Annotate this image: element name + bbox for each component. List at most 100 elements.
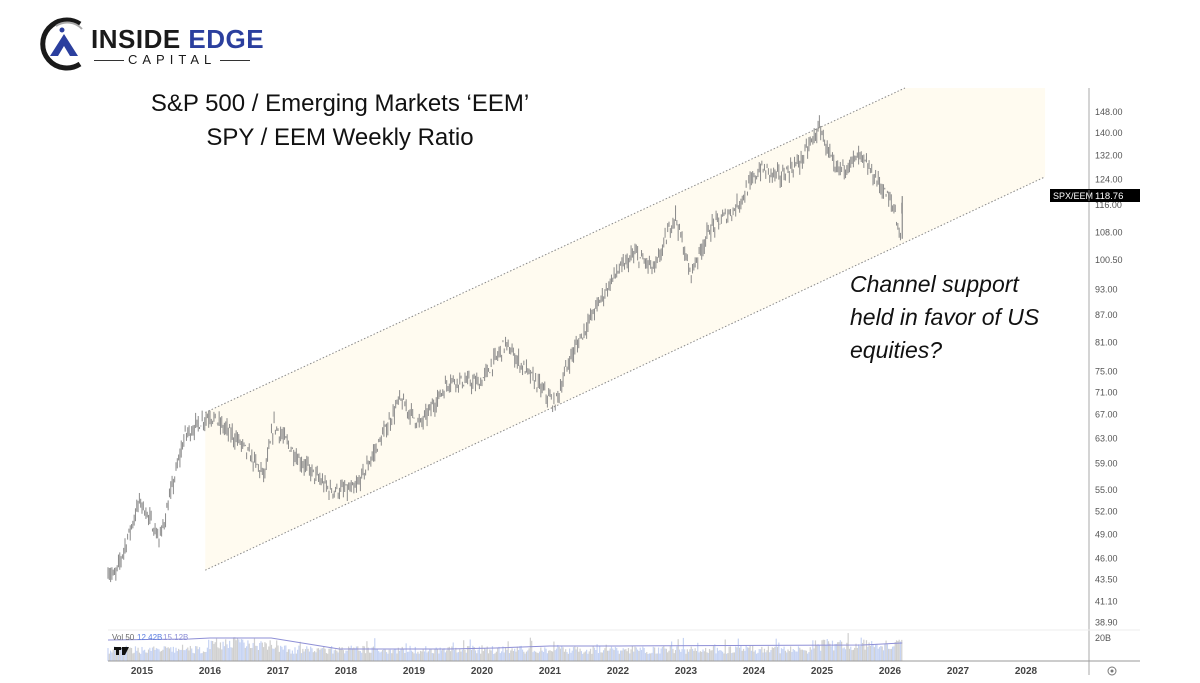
volume-bar <box>268 646 270 661</box>
volume-bar <box>858 644 860 661</box>
volume-bar <box>691 648 694 661</box>
volume-bar <box>179 649 181 661</box>
volume-bar <box>255 645 257 661</box>
volume-bar <box>337 652 339 661</box>
volume-bar <box>629 653 631 661</box>
volume-bar <box>124 653 126 661</box>
volume-bar <box>625 649 627 661</box>
volume-bar <box>502 646 504 661</box>
volume-bar <box>209 649 211 661</box>
volume-bar <box>242 639 244 661</box>
volume-bar <box>436 648 439 661</box>
volume-bar <box>214 642 216 661</box>
volume-bar <box>385 652 388 661</box>
volume-bar <box>477 649 479 661</box>
volume-bar <box>476 653 478 661</box>
volume-bar <box>735 646 737 661</box>
volume-bar <box>894 642 896 661</box>
volume-bar <box>405 643 407 661</box>
volume-bar <box>599 646 601 661</box>
volume-bar <box>150 650 152 661</box>
volume-bar <box>637 649 639 661</box>
volume-bar <box>295 653 297 661</box>
volume-bar <box>446 650 448 661</box>
volume-bar <box>821 640 823 661</box>
volume-bar <box>306 646 308 661</box>
volume-bar <box>580 651 582 661</box>
volume-bar <box>820 650 822 661</box>
volume-bar <box>256 645 258 661</box>
time-tick-label: 2018 <box>335 666 358 677</box>
price-tick-label: 87.00 <box>1095 310 1118 320</box>
volume-bar <box>837 642 839 661</box>
price-tick-label: 108.00 <box>1095 227 1123 237</box>
volume-bar <box>825 645 827 661</box>
volume-bar <box>167 647 169 661</box>
volume-bar <box>608 650 610 661</box>
volume-value-1: 12.42B <box>137 633 162 642</box>
volume-bar <box>133 652 135 661</box>
volume-bar <box>128 648 130 661</box>
volume-bar <box>898 639 900 661</box>
time-tick-label: 2017 <box>267 666 290 677</box>
volume-bar <box>895 640 898 661</box>
volume-bar <box>264 642 266 661</box>
volume-bar <box>382 649 384 661</box>
volume-bar <box>193 653 195 661</box>
volume-bar <box>559 648 562 661</box>
volume-bar <box>395 649 397 661</box>
volume-bar <box>723 653 725 661</box>
volume-bar <box>817 644 819 661</box>
volume-bar <box>824 639 826 661</box>
volume-bar <box>367 647 369 661</box>
volume-bar <box>871 641 873 661</box>
volume-bar <box>848 648 851 661</box>
volume-bar <box>453 649 456 661</box>
volume-bar <box>110 650 112 661</box>
volume-label: Vol 50 <box>112 633 135 642</box>
volume-bar <box>308 651 310 661</box>
price-tick-label: 124.00 <box>1095 175 1123 185</box>
volume-bar <box>554 650 556 661</box>
volume-bar <box>383 649 385 661</box>
settings-icon[interactable] <box>1107 666 1117 676</box>
price-tick-label: 75.00 <box>1095 367 1118 377</box>
volume-bar <box>465 652 467 661</box>
price-series <box>107 115 903 583</box>
volume-bar <box>899 641 902 661</box>
volume-bar <box>184 650 186 661</box>
volume-bar <box>459 649 461 661</box>
volume-bar <box>516 646 518 661</box>
volume-bar <box>504 647 507 661</box>
volume-bar <box>754 650 756 661</box>
time-tick-label: 2028 <box>1015 666 1038 677</box>
volume-bar <box>197 649 199 661</box>
volume-bar <box>222 641 224 661</box>
volume-bar <box>485 649 487 661</box>
volume-bar <box>839 640 841 661</box>
volume-bar <box>480 653 482 661</box>
volume-bar <box>697 642 699 661</box>
price-tick-label: 93.00 <box>1095 284 1118 294</box>
volume-bar <box>297 649 299 661</box>
volume-bar <box>535 651 537 661</box>
volume-bar <box>136 650 138 661</box>
volume-bar <box>355 646 358 661</box>
logo-text-inside: INSIDE <box>91 24 181 54</box>
volume-bar <box>776 646 779 661</box>
volume-bar <box>705 647 707 661</box>
volume-bar <box>901 639 903 661</box>
volume-bar <box>482 651 484 661</box>
volume-bar <box>724 639 726 661</box>
volume-bar <box>690 646 692 661</box>
price-tick-label: 100.50 <box>1095 255 1123 265</box>
volume-bar <box>158 649 160 661</box>
volume-bar <box>201 653 203 661</box>
volume-bar <box>387 653 389 661</box>
volume-bar <box>300 653 303 661</box>
channel-lower-line <box>205 176 1046 571</box>
annotation-line: held in favor of US <box>850 304 1040 330</box>
volume-bar <box>549 650 551 661</box>
volume-bar <box>324 648 326 661</box>
volume-bar <box>664 648 666 661</box>
